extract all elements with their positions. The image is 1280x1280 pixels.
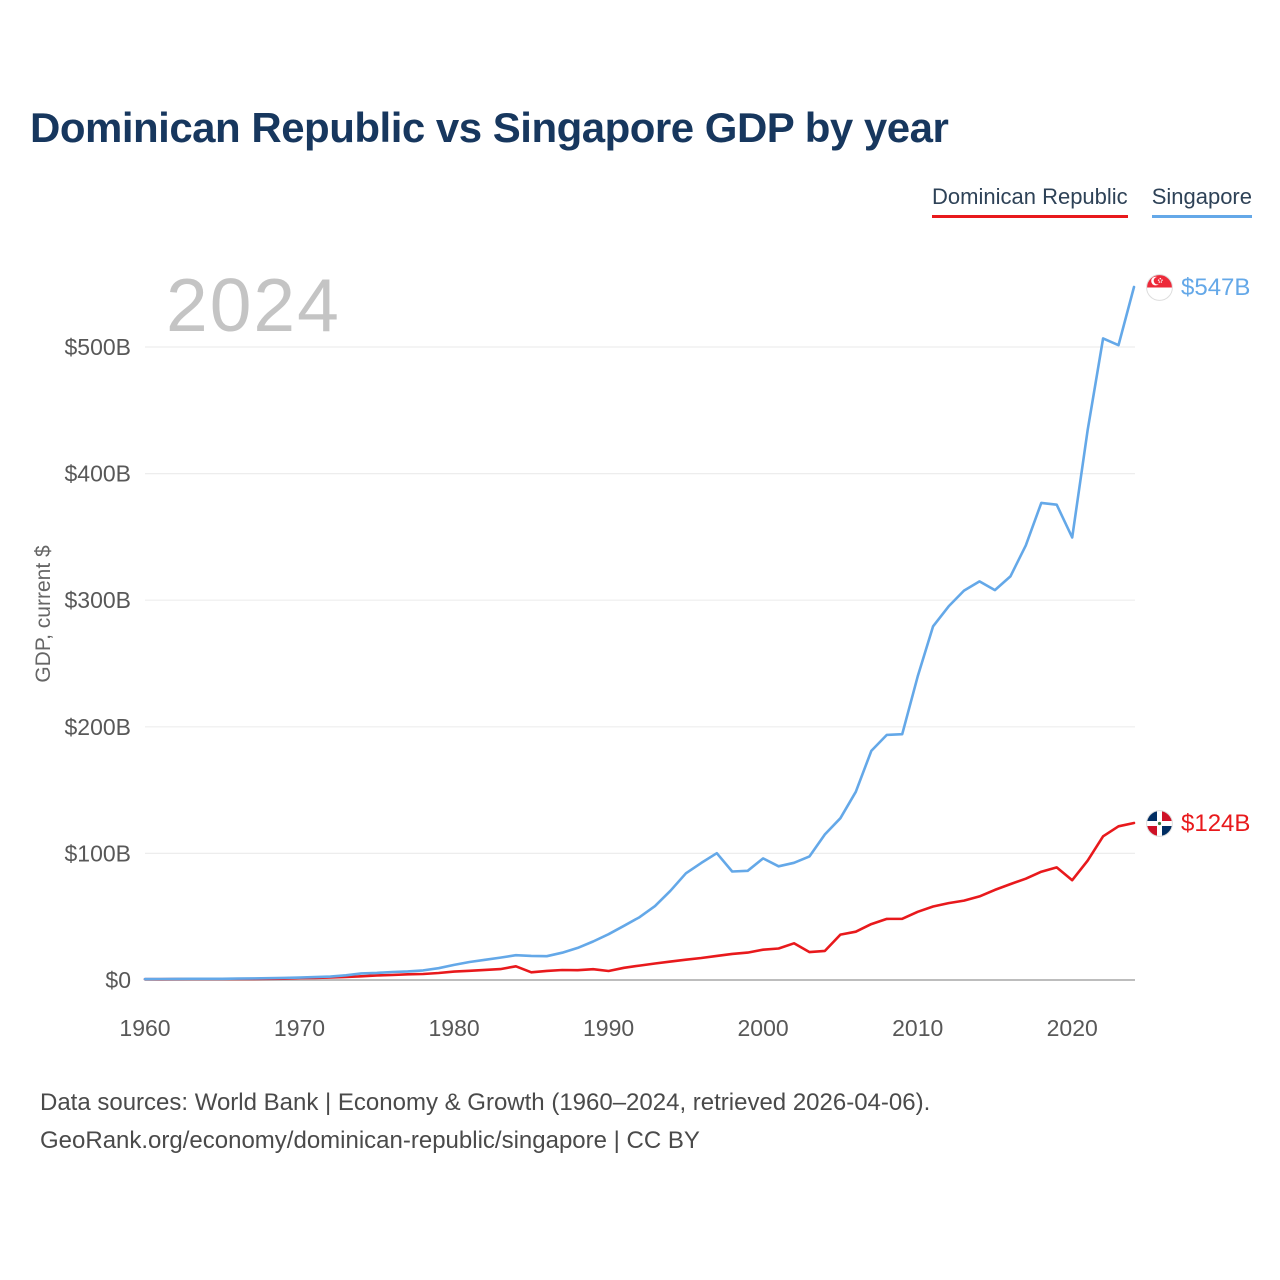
data-sources-line: Data sources: World Bank | Economy & Gro… <box>40 1089 931 1116</box>
y-tick-label: $300B <box>64 587 131 613</box>
dominican-republic-flag-icon <box>1146 810 1173 837</box>
x-tick-label: 2000 <box>738 1015 789 1041</box>
y-tick-label: $100B <box>64 840 131 866</box>
gdp-line-chart: $0 $100B $200B $300B $400B $500B 1960 1970 1980 1… <box>64 285 1136 1041</box>
y-tick-label: $500B <box>64 334 131 360</box>
page-title: Dominican Republic vs Singapore GDP by y… <box>30 104 949 151</box>
x-tick-label: 1980 <box>429 1015 480 1041</box>
x-tick-label: 1970 <box>274 1015 325 1041</box>
x-tick-label: 2020 <box>1047 1015 1098 1041</box>
y-tick-label: $400B <box>64 461 131 487</box>
x-tick-label: 2010 <box>892 1015 943 1041</box>
footer: Data sources: World Bank | Economy & Gro… <box>40 1084 930 1160</box>
x-tick-label: 1960 <box>119 1015 170 1041</box>
y-tick-label: $0 <box>105 967 131 993</box>
dominican-republic-end-value-label: $124B <box>1181 810 1251 837</box>
y-tick-label: $200B <box>64 714 131 740</box>
legend: Dominican Republic Singapore <box>932 184 1252 218</box>
series-line-dominican-republic <box>143 821 1136 981</box>
legend-item-dominican-republic[interactable]: Dominican Republic <box>932 184 1128 218</box>
legend-item-singapore[interactable]: Singapore <box>1151 184 1252 218</box>
x-tick-label: 1990 <box>583 1015 634 1041</box>
attribution-line: GeoRank.org/economy/dominican-republic/s… <box>40 1127 700 1154</box>
series-line-singapore <box>143 285 1136 981</box>
year-watermark: 2024 <box>166 263 341 347</box>
singapore-flag-icon <box>1146 274 1173 301</box>
singapore-end-value-label: $547B <box>1181 274 1251 301</box>
